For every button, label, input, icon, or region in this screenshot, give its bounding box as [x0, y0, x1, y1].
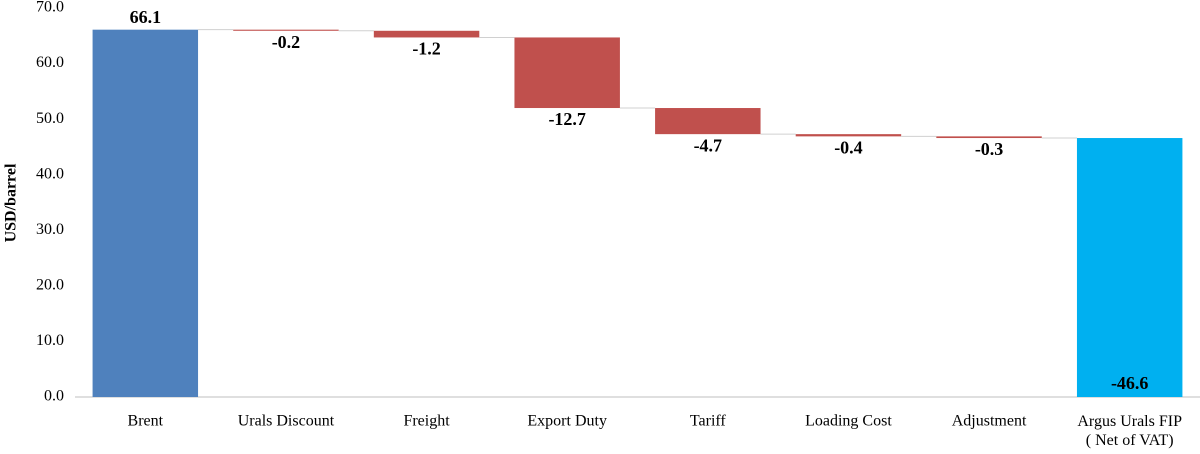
y-tick-label: 20.0 — [36, 277, 64, 294]
y-tick-label: 30.0 — [36, 221, 64, 238]
value-label: -0.3 — [975, 139, 1004, 159]
value-label: -12.7 — [548, 109, 586, 129]
x-tick-label: Urals Discount — [238, 413, 335, 430]
x-tick-label: Loading Cost — [805, 413, 892, 430]
bar — [373, 30, 480, 38]
x-tick-label: Adjustment — [952, 413, 1027, 430]
x-tick-label: Argus Urals FIP( Net of VAT) — [1077, 413, 1182, 449]
bar — [655, 108, 761, 135]
y-axis-title: USD/barrel — [3, 163, 20, 242]
bar — [233, 29, 339, 31]
bar — [514, 37, 620, 109]
value-label: -4.7 — [694, 135, 723, 155]
bar — [1076, 138, 1183, 397]
y-tick-label: 40.0 — [36, 165, 64, 182]
value-label: -1.2 — [412, 39, 441, 59]
value-label: -0.4 — [834, 137, 863, 157]
x-tick-label: Freight — [403, 413, 450, 430]
x-tick-label: Tariff — [690, 413, 727, 430]
x-tick-label: Brent — [128, 413, 164, 430]
y-tick-label: 70.0 — [36, 0, 64, 16]
value-label: 66.1 — [130, 7, 162, 27]
bar — [92, 29, 199, 398]
y-tick-label: 50.0 — [36, 110, 64, 127]
bar — [795, 134, 902, 137]
x-tick-label: Export Duty — [527, 413, 607, 430]
value-label: -46.6 — [1111, 373, 1149, 393]
y-tick-label: 60.0 — [36, 54, 64, 71]
value-label: -0.2 — [272, 32, 301, 52]
bar — [936, 136, 1042, 139]
y-tick-label: 0.0 — [44, 388, 64, 405]
y-tick-label: 10.0 — [36, 332, 64, 349]
